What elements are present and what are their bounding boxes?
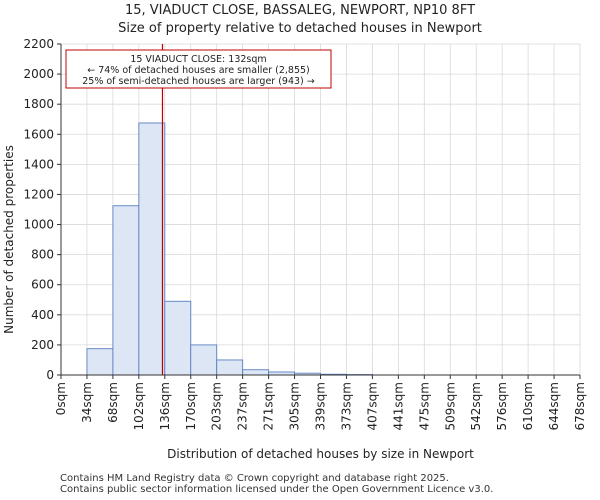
x-tick-label: 68sqm — [106, 382, 120, 423]
y-tick-label: 800 — [31, 248, 54, 262]
y-ticks: 0 200 400 600 800 1000 1200 1400 1600 1800 2000 220… — [23, 37, 61, 382]
x-tick-label: 576sqm — [495, 382, 509, 430]
annotation-line-3: 25% of semi-detached houses are larger (… — [82, 76, 315, 87]
x-axis-label: Distribution of detached houses by size … — [167, 447, 474, 461]
annotation-box — [65, 49, 332, 89]
x-tick-label: 475sqm — [417, 382, 431, 430]
y-tick-label: 1800 — [23, 97, 54, 111]
x-tick-label: 0sqm — [54, 382, 68, 415]
y-tick-label: 2000 — [23, 67, 54, 81]
annotation-line-1: 15 VIADUCT CLOSE: 132sqm — [130, 54, 266, 65]
x-tick-label: 678sqm — [573, 382, 587, 430]
histogram-bar — [216, 359, 244, 376]
footer-copyright: Contains HM Land Registry data © Crown c… — [60, 473, 449, 484]
x-tick-label: 610sqm — [521, 382, 535, 430]
y-axis-label: Number of detached properties — [2, 145, 16, 334]
x-tick-label: 34sqm — [80, 382, 94, 423]
x-tick-label: 203sqm — [210, 382, 224, 430]
x-tick-label: 136sqm — [158, 382, 172, 430]
x-tick-label: 339sqm — [314, 382, 328, 430]
histogram-bar — [190, 344, 218, 376]
chart-subtitle: Size of property relative to detached ho… — [118, 21, 482, 36]
y-tick-label: 1400 — [23, 157, 54, 171]
histogram-bar — [112, 205, 140, 376]
x-tick-label: 644sqm — [547, 382, 561, 430]
histogram-bar — [242, 369, 270, 376]
y-tick-label: 200 — [31, 338, 54, 352]
histogram-bar — [86, 348, 114, 376]
x-tick-label: 102sqm — [132, 382, 146, 430]
x-tick-label: 305sqm — [288, 382, 302, 430]
y-tick-label: 600 — [31, 278, 54, 292]
y-tick-label: 400 — [31, 308, 54, 322]
footer-licence: Contains public sector information licen… — [60, 484, 494, 495]
histogram-bar — [138, 122, 166, 376]
x-tick-label: 441sqm — [391, 382, 405, 430]
x-tick-label: 170sqm — [184, 382, 198, 430]
marker-annotation: 15 VIADUCT CLOSE: 132sqm ← 74% of detach… — [65, 49, 332, 89]
chart-title: 15, VIADUCT CLOSE, BASSALEG, NEWPORT, NP… — [124, 3, 476, 18]
bars-layer — [86, 122, 373, 376]
x-tick-label: 407sqm — [365, 382, 379, 430]
annotation-line-2: ← 74% of detached houses are smaller (2,… — [87, 65, 310, 76]
x-tick-label: 237sqm — [236, 382, 250, 430]
x-tick-label: 271sqm — [262, 382, 276, 430]
y-tick-label: 1600 — [23, 127, 54, 141]
y-tick-label: 1200 — [23, 187, 54, 201]
x-ticks: 0sqm 34sqm 68sqm 102sqm 136sqm 170sqm 203sqm 23… — [54, 375, 587, 430]
x-tick-label: 509sqm — [443, 382, 457, 430]
x-tick-label: 373sqm — [339, 382, 353, 430]
y-tick-label: 2200 — [23, 37, 54, 51]
y-tick-label: 0 — [46, 368, 54, 382]
x-tick-label: 542sqm — [469, 382, 483, 430]
y-tick-label: 1000 — [23, 218, 54, 232]
histogram-bar — [164, 300, 192, 376]
